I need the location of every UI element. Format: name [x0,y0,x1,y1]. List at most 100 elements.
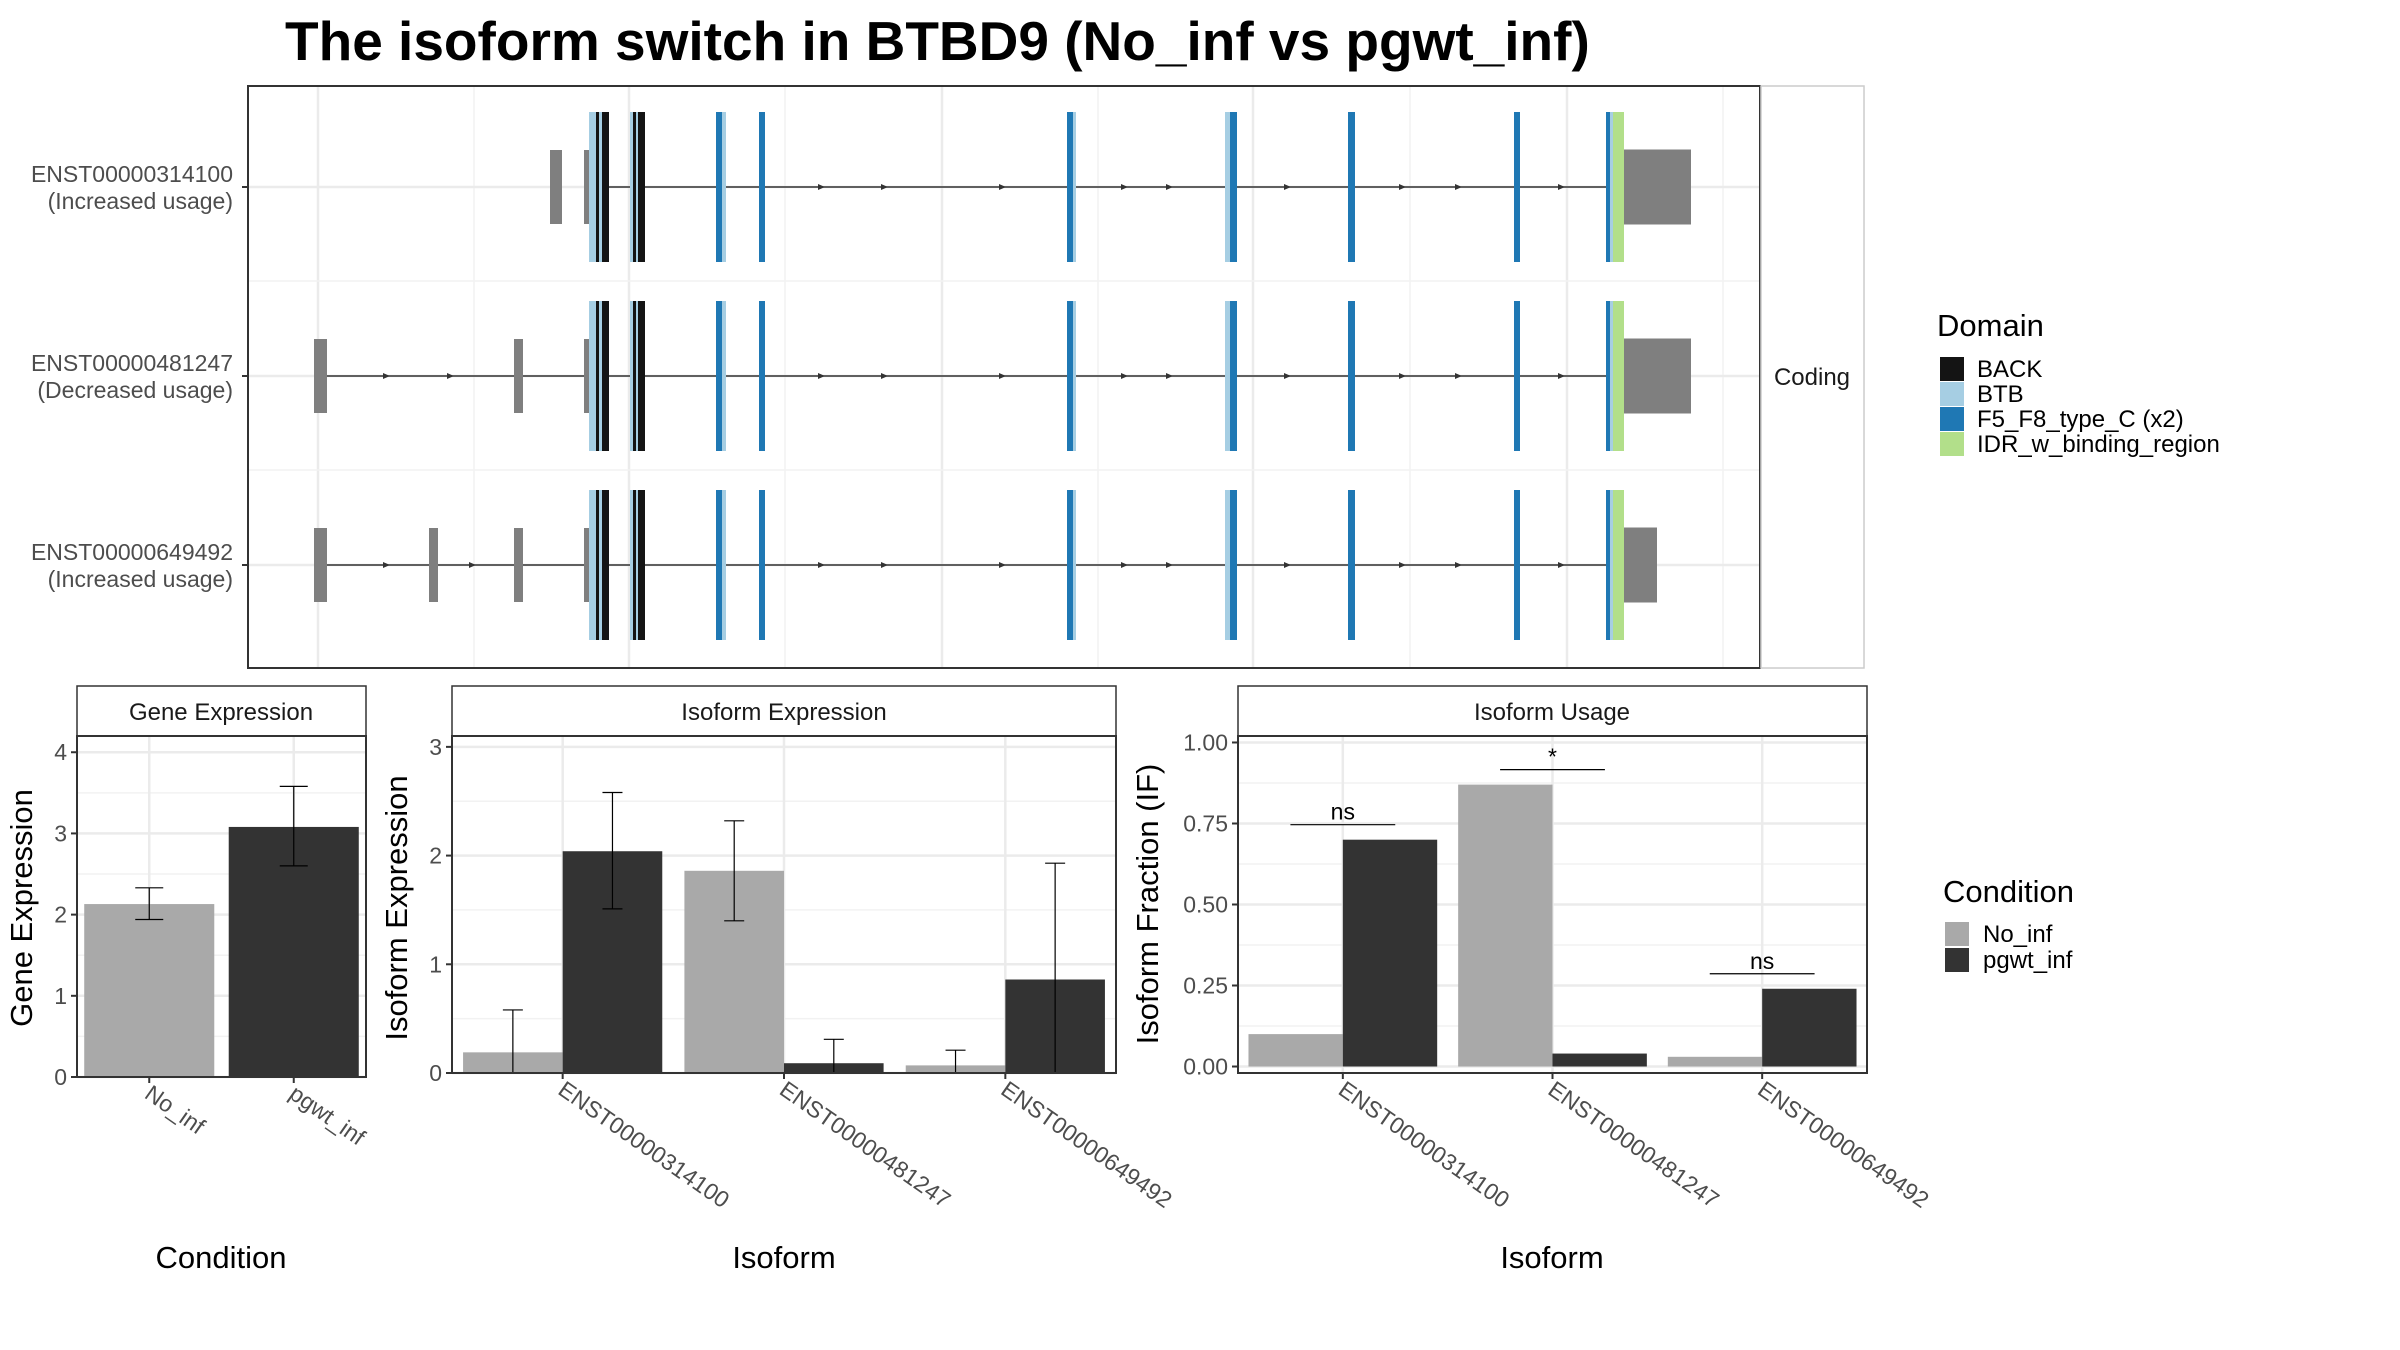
isoform-expression-strip-title: Isoform Expression [681,699,886,726]
isoform-usage-label: (Decreased usage) [37,377,233,403]
intron-arrow [1284,562,1291,568]
gene-structure-panel: Coding ENST00000314100(Increased usage)E… [31,85,1865,669]
utr3-exon [1624,338,1691,414]
isoform-usage-panel: Isoform Usage 0.00 0.25 0.50 0.75 1.00 ns * ns E… [1130,685,1934,1275]
y-tick-label: 0 [429,1060,442,1086]
intron-arrow [1558,373,1565,379]
domain-block [596,112,599,262]
utr-exon [429,528,438,602]
domain-block [630,490,633,640]
domain-block [599,301,602,451]
domain-block [716,490,722,640]
domain-block [589,490,596,640]
domain-block [630,301,633,451]
gene-expression-y-title: Gene Expression [4,789,39,1027]
x-tick-label: ENST00000481247 [775,1076,955,1213]
intron-arrow [818,184,825,190]
y-tick-label: 0 [54,1064,67,1090]
domain-block [1225,490,1230,640]
domain-block [638,301,645,451]
domain-block [599,490,602,640]
isoform-axis-labels: ENST00000314100(Increased usage)ENST0000… [31,161,248,592]
intron-arrow [1284,184,1291,190]
domain-block [1613,301,1624,451]
intron-arrow [383,373,390,379]
domain-legend-swatch [1940,407,1964,431]
bar-No_inf [1458,784,1553,1067]
isoform-rows [314,112,1691,640]
isoform-track [314,301,1691,451]
domain-block [1230,490,1237,640]
intron-arrow [383,562,390,568]
x-tick-label: ENST00000314100 [1334,1076,1514,1213]
intron-arrow [818,373,825,379]
condition-legend-label: pgwt_inf [1983,947,2073,974]
intron-arrow [1121,373,1128,379]
y-tick-label: 0.75 [1183,810,1228,836]
isoform-id-label: ENST00000314100 [31,161,233,187]
domain-legend-swatch [1940,357,1964,381]
y-tick-label: 1.00 [1183,729,1228,755]
domain-block [716,301,722,451]
domain-block [1348,301,1355,451]
domain-block [599,112,602,262]
isoform-expression-strip [451,685,1117,737]
domain-block [759,301,765,451]
intron-arrow [469,562,476,568]
intron-arrow [999,373,1006,379]
gene-expression-panel: Gene Expression 0 1 2 3 4 No_inf pgwt_inf Cond… [4,685,370,1275]
domain-legend-label: IDR_w_binding_region [1977,431,2220,458]
intron-arrow [1455,562,1462,568]
intron-arrow [1399,562,1406,568]
domain-block [759,112,765,262]
domain-block [1606,490,1610,640]
isoform-usage-strip [1237,685,1868,737]
intron-arrow [818,562,825,568]
domain-block [1067,301,1073,451]
y-tick-label: 2 [429,843,442,869]
domain-legend-swatch [1940,382,1964,406]
condition-legend-swatch [1945,922,1969,946]
y-tick-label: 1 [429,951,442,977]
domain-block [638,490,645,640]
domain-block [1225,301,1230,451]
domain-block [1067,112,1073,262]
domain-block [1514,490,1520,640]
domain-legend-swatch [1940,432,1964,456]
domain-block [596,490,599,640]
domain-block [1225,112,1230,262]
bar-pgwt_inf [1762,988,1857,1067]
intron-arrow [1558,562,1565,568]
isoform-usage-strip-title: Isoform Usage [1474,699,1630,726]
isoform-usage-border [1237,735,1868,1074]
isoform-id-label: ENST00000649492 [31,539,233,565]
bar-No_inf [1667,1056,1763,1067]
y-tick-label: 0.50 [1183,892,1228,918]
intron-arrow [881,184,888,190]
domain-block [633,112,636,262]
y-tick-label: 0.00 [1183,1054,1228,1080]
utr-exon [314,528,327,602]
significance-label: * [1548,744,1557,770]
domain-block [716,112,722,262]
domain-block [630,112,633,262]
intron-arrow [1166,373,1173,379]
intron-arrow [1399,184,1406,190]
intron-arrow [1455,373,1462,379]
domain-block [1610,112,1613,262]
isoform-usage-x-title: Isoform [1500,1240,1603,1275]
condition-legend-swatch [1945,948,1969,972]
domain-block [722,490,726,640]
domain-block [589,301,596,451]
coding-strip [1760,85,1865,669]
intron-arrow [1558,184,1565,190]
utr-exon [514,339,523,413]
y-tick-label: 3 [429,734,442,760]
domain-block [636,490,638,640]
bar-No_inf [84,904,215,1077]
coding-strip-label: Coding [1774,364,1850,391]
domain-block [596,301,599,451]
domain-block [602,301,609,451]
